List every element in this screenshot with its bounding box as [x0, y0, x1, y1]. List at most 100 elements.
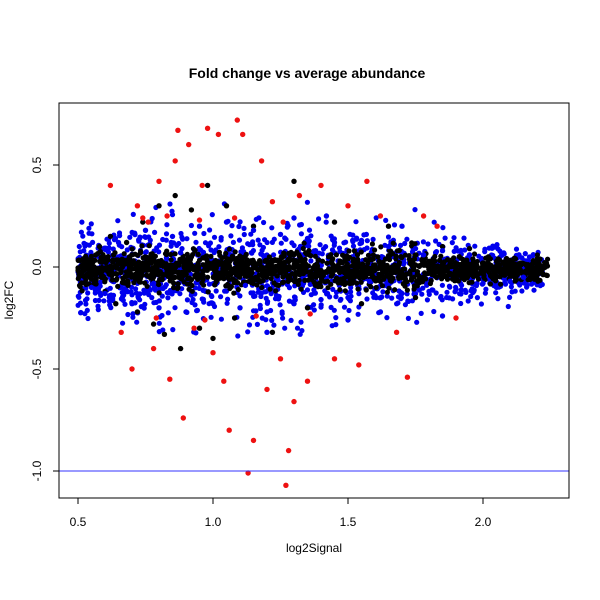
data-point-black — [373, 284, 379, 291]
data-point-blue — [278, 240, 284, 246]
data-point-black — [340, 278, 346, 284]
data-point-black — [226, 246, 232, 252]
data-point — [169, 233, 176, 240]
data-point-blue — [86, 242, 92, 248]
data-point-blue — [405, 315, 411, 321]
data-point — [237, 266, 243, 272]
data-point-black — [428, 278, 434, 284]
data-point-blue — [277, 302, 283, 308]
data-point-blue — [76, 243, 82, 250]
data-point — [323, 213, 330, 219]
data-point — [345, 256, 351, 262]
data-point-black — [386, 257, 393, 263]
data-point-black — [195, 276, 201, 282]
data-point — [156, 178, 162, 184]
data-point-black — [292, 274, 298, 280]
data-point-black — [171, 280, 177, 286]
data-point — [277, 356, 284, 362]
data-point — [512, 256, 519, 262]
data-point — [191, 325, 197, 331]
data-point-black — [227, 265, 233, 272]
data-point — [115, 239, 122, 246]
data-point — [285, 447, 292, 454]
data-point — [250, 437, 257, 444]
data-point-black — [201, 267, 208, 273]
data-point — [96, 243, 103, 250]
data-point — [307, 311, 313, 317]
data-point-blue — [250, 248, 256, 254]
data-point-blue — [218, 294, 224, 300]
data-point-black — [452, 264, 458, 270]
data-point-blue — [245, 241, 251, 247]
data-point-black — [205, 262, 211, 268]
data-point — [167, 376, 173, 382]
data-point-blue — [530, 252, 536, 258]
data-point-blue — [258, 251, 264, 257]
data-point-blue — [107, 285, 113, 291]
data-point — [253, 313, 259, 319]
y-axis-label: log2FC — [2, 280, 16, 319]
data-point — [240, 131, 246, 138]
data-point-blue — [78, 309, 84, 316]
data-point-black — [441, 259, 447, 265]
data-point-blue — [451, 235, 457, 241]
data-point — [277, 262, 284, 268]
data-point-blue — [316, 216, 322, 222]
data-point-black — [293, 260, 299, 266]
data-point-blue — [83, 301, 89, 307]
data-point-blue — [256, 215, 262, 221]
data-point-black — [112, 263, 118, 269]
data-point — [539, 266, 546, 272]
data-point-black — [464, 259, 470, 265]
data-point-black — [269, 259, 275, 265]
data-point — [118, 268, 124, 274]
data-point-black — [544, 272, 550, 279]
data-point-black — [260, 274, 266, 280]
data-point-blue — [284, 224, 290, 230]
data-point-black — [137, 265, 143, 271]
data-point — [180, 415, 186, 421]
data-point-black — [474, 258, 480, 265]
data-point-black — [139, 243, 145, 249]
data-point-black — [190, 246, 196, 252]
data-point-blue — [142, 301, 148, 307]
data-point-blue — [350, 232, 356, 238]
data-point-black — [274, 273, 280, 279]
data-point-blue — [286, 298, 292, 304]
data-point-blue — [468, 293, 474, 300]
data-point-blue — [346, 307, 352, 314]
data-point-black — [414, 283, 420, 289]
data-point-black — [223, 259, 229, 265]
data-point-blue — [353, 219, 359, 225]
data-point-blue — [275, 296, 282, 302]
data-point-blue — [282, 235, 288, 241]
data-point-black — [337, 268, 343, 274]
data-point-blue — [385, 234, 392, 240]
data-point-black — [365, 252, 372, 258]
data-point-black — [210, 260, 217, 266]
data-point-black — [514, 262, 520, 268]
data-point-blue — [308, 258, 314, 264]
data-point — [399, 274, 405, 280]
data-point-blue — [251, 293, 257, 299]
data-point-blue — [380, 289, 386, 295]
data-point-blue — [196, 285, 202, 291]
data-point-blue — [206, 281, 212, 287]
data-point — [331, 239, 338, 246]
data-point-black — [251, 260, 257, 266]
data-point-blue — [395, 300, 401, 306]
data-point-blue — [336, 245, 343, 251]
data-point-black — [358, 279, 364, 285]
data-point-blue — [364, 238, 370, 244]
data-point-black — [232, 249, 238, 255]
data-point-blue — [160, 327, 166, 333]
data-point-black — [295, 263, 301, 270]
data-point-blue — [508, 284, 514, 290]
data-point-black — [227, 272, 233, 278]
data-point-blue — [236, 237, 243, 243]
data-point-black — [390, 264, 396, 270]
data-point — [358, 301, 365, 307]
data-point-blue — [495, 296, 501, 302]
data-point-blue — [83, 285, 89, 291]
data-point-black — [493, 276, 499, 282]
